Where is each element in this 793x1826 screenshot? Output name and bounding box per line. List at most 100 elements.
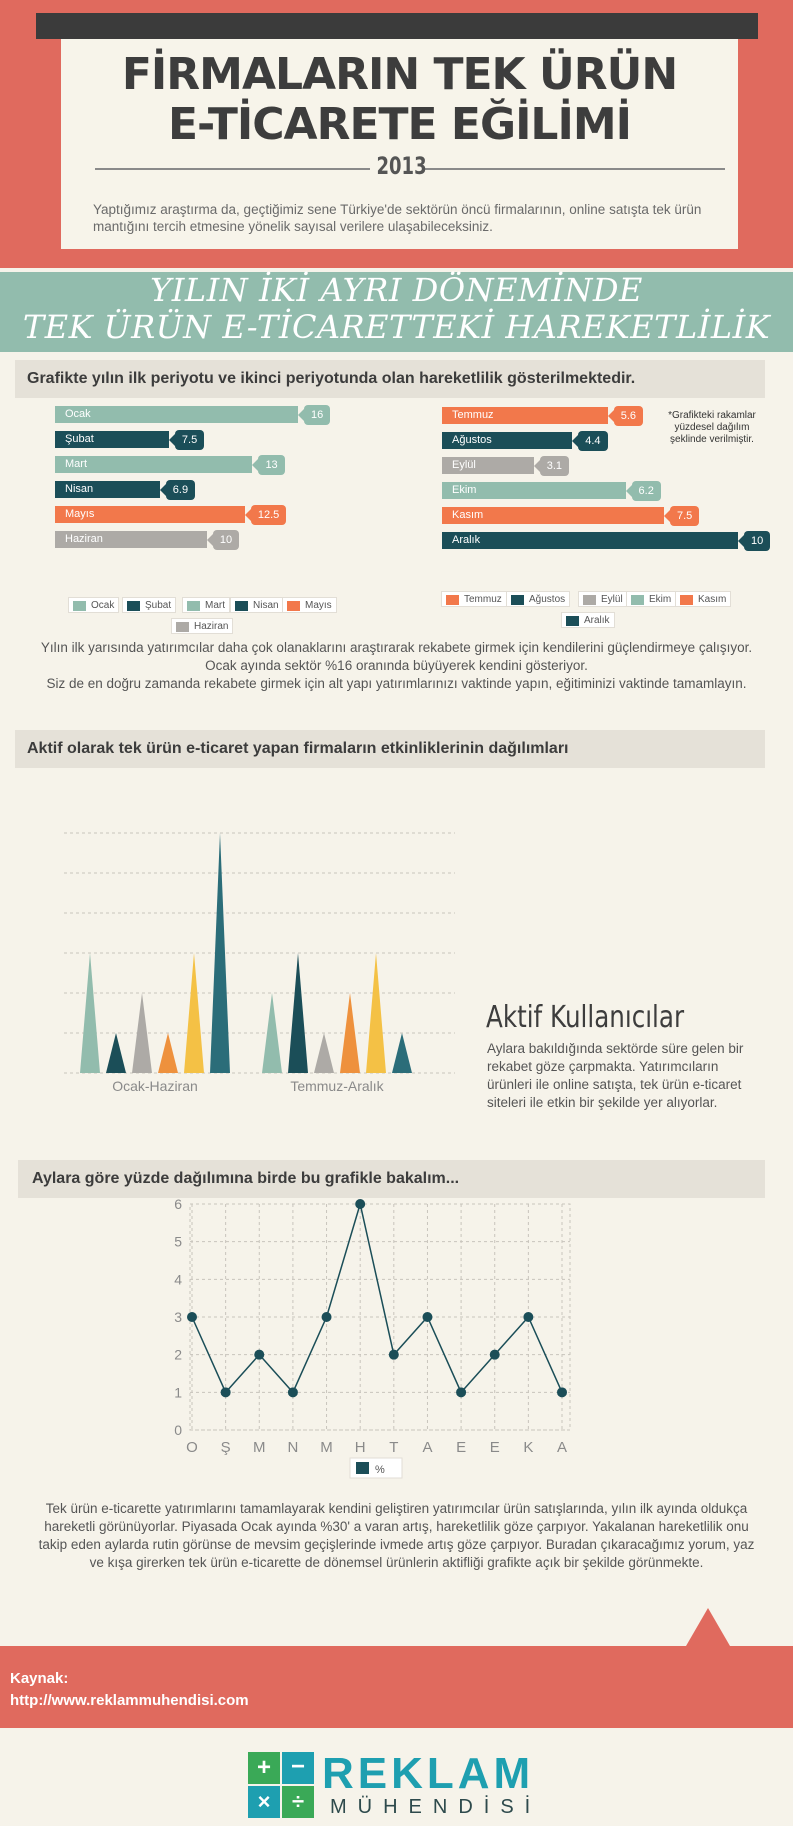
section2-heading: Aktif olarak tek ürün e-ticaret yapan fi… [15,730,765,768]
line-xtick-0: O [186,1439,198,1456]
banner-line-2: TEK ÜRÜN E-TİCARETTEKİ HAREKETLİLİK [22,308,771,346]
source-link[interactable]: http://www.reklammuhendisi.com [10,1692,249,1709]
bar-label-1-4: Mayıs [65,508,95,520]
line-ytick-2: 2 [174,1347,182,1363]
line-xtick-7: A [422,1439,432,1456]
header-top-bar [36,13,758,39]
bar-value-2-1: 4.4 [572,431,608,451]
bar-value-1-2: 13 [252,455,285,475]
legend-item-1-5: Haziran [171,618,234,634]
legend-item-1-3: Nisan [230,597,284,613]
bar-1-4 [55,506,245,523]
tri-bar-1-0 [262,993,282,1073]
section1-paragraph-line-1: Yılın ilk yarısında yatırımcılar daha ço… [40,640,753,655]
line-xtick-8: E [456,1439,466,1456]
year-divider-right [422,168,725,170]
bar-label-2-0: Temmuz [452,409,494,421]
legend-label-2-4: Kasım [698,594,727,605]
active-users-text: Aylara bakıldığında sektörde süre gelen … [487,1041,744,1110]
legend-label-2-0: Temmuz [464,594,502,605]
section3-paragraph: Tek ürün e-ticarette yatırımlarını tamam… [38,1501,755,1570]
bar-1-5 [55,531,207,548]
section-banner [0,272,793,352]
legend-item-1-0: Ocak [68,597,120,613]
legend-item-1-2: Mart [182,597,230,613]
legend-label-2-3: Ekim [649,594,672,605]
bar-label-2-1: Ağustos [452,434,492,446]
legend-item-2-5: Aralık [561,612,615,628]
title-line-1: FİRMALARIN TEK ÜRÜN [121,49,678,100]
bar-value-2-0: 5.6 [607,406,644,426]
tri-bar-0-4 [184,953,204,1073]
line-xtick-3: N [287,1439,298,1456]
legend-item-1-1: Şubat [122,597,177,613]
line-xtick-4: M [320,1439,333,1456]
line-ytick-0: 0 [174,1422,182,1438]
legend-label-1-2: Mart [205,600,225,611]
banner-title: YILIN İKİ AYRI DÖNEMİNDE TEK ÜRÜN E-TİCA… [0,272,793,346]
line-point-3 [287,1387,298,1398]
bar-label-1-3: Nisan [65,483,94,495]
tri-bar-0-1 [106,1033,126,1073]
section1-heading: Grafikte yılın ilk periyotu ve ikinci pe… [15,360,765,398]
legend-label-1-5: Haziran [194,621,229,632]
legend-item-2-1: Ağustos [506,591,571,607]
line-xtick-10: K [523,1439,533,1456]
legend-swatch-1-4 [287,601,300,611]
footer-band [0,1646,793,1728]
bar-label-2-5: Aralık [452,534,481,546]
legend-item-2-2: Eylül [578,591,628,607]
tri-bar-1-4 [366,953,386,1073]
line-xtick-2: M [253,1439,266,1456]
bar-value-2-4: 7.5 [663,506,700,526]
bar-1-0 [55,406,298,423]
legend-item-2-4: Kasım [675,591,732,607]
legend-label-2-2: Eylül [601,594,623,605]
bar-label-2-4: Kasım [452,509,484,521]
line-legend-label: % [375,1464,385,1476]
legend-swatch-2-5 [566,616,579,626]
bar-chart-first-half: Ocak 16 Şubat 7.5 Mart 13 Nisan 6.9 Mayıs 12.5 Haz… [0,0,793,634]
bar-label-2-3: Ekim [452,484,477,496]
bar-2-3 [442,482,626,499]
title-card [61,39,738,249]
line-point-9 [489,1349,500,1360]
plus-icon: + [248,1752,280,1784]
legend-label-2-1: Ağustos [529,594,566,605]
chart-note: *Grafikteki rakamlar yüzdesel dağılım şe… [668,410,756,445]
line-point-1 [220,1387,231,1398]
legend-swatch-2-1 [511,595,524,605]
line-point-5 [355,1199,366,1209]
tri-category-label-1: Temmuz-Aralık [290,1078,384,1094]
line-xtick-11: A [557,1439,567,1456]
bar-value-1-5: 10 [206,530,240,550]
triangle-chart: Ocak-Haziran Temmuz-Aralık [64,832,455,1094]
section3-heading: Aylara göre yüzde dağılımına birde bu gr… [18,1160,765,1198]
year-label: 2013 [376,152,427,180]
bar-value-1-0: 16 [297,405,331,425]
logo-wordmark: REKLAM [322,1749,535,1798]
line-point-11 [557,1387,567,1398]
bar-2-4 [442,507,664,524]
tri-bar-0-5 [210,833,230,1073]
intro-text: Yaptığımız araştırma da, geçtiğimiz sene… [93,202,702,234]
section1-paragraph: Yılın ilk yarısında yatırımcılar daha ço… [20,639,773,693]
legend-label-1-3: Nisan [253,600,279,611]
page-title: FİRMALARIN TEK ÜRÜN E-TİCARETE EĞİLİMİ [61,50,738,150]
line-ytick-5: 5 [174,1234,182,1250]
bar-1-2 [55,456,253,473]
line-ytick-3: 3 [174,1309,182,1325]
tri-bar-1-3 [340,993,360,1073]
line-legend-swatch [356,1462,369,1474]
line-point-8 [456,1387,467,1398]
line-xtick-9: E [490,1439,500,1456]
legend-label-1-1: Şubat [145,600,172,611]
bar-label-2-2: Eylül [452,459,476,471]
line-point-6 [388,1349,399,1360]
bar-2-0 [442,407,608,424]
legend-item-1-4: Mayıs [282,597,337,613]
section1-paragraph-line-3: Siz de en doğru zamanda rekabete girmek … [46,676,747,691]
tri-bar-0-2 [132,993,152,1073]
line-plot-area [189,1203,571,1431]
multiply-icon: × [248,1786,280,1818]
